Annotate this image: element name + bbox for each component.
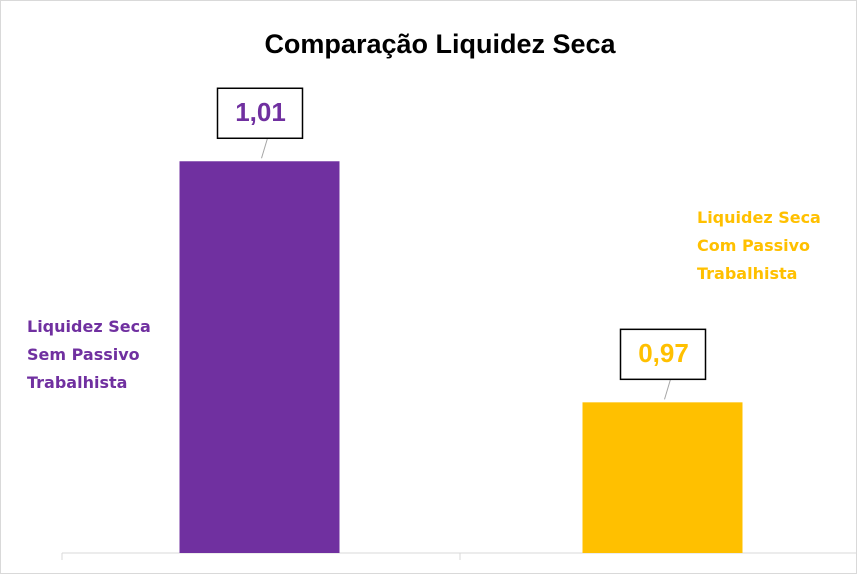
category-label: Liquidez Seca Sem Passivo Trabalhista (27, 317, 151, 392)
chart-title: Comparação Liquidez Seca (264, 29, 616, 59)
label-leader (261, 138, 268, 159)
label-box (619, 328, 707, 381)
label-leader (664, 379, 671, 400)
bar (582, 402, 743, 553)
data-label: 0,97 (638, 338, 689, 368)
category-label: Liquidez Seca Com Passivo Trabalhista (697, 208, 821, 283)
label-box (216, 87, 304, 140)
data-label: 1,01 (235, 97, 286, 127)
bar (179, 161, 340, 553)
